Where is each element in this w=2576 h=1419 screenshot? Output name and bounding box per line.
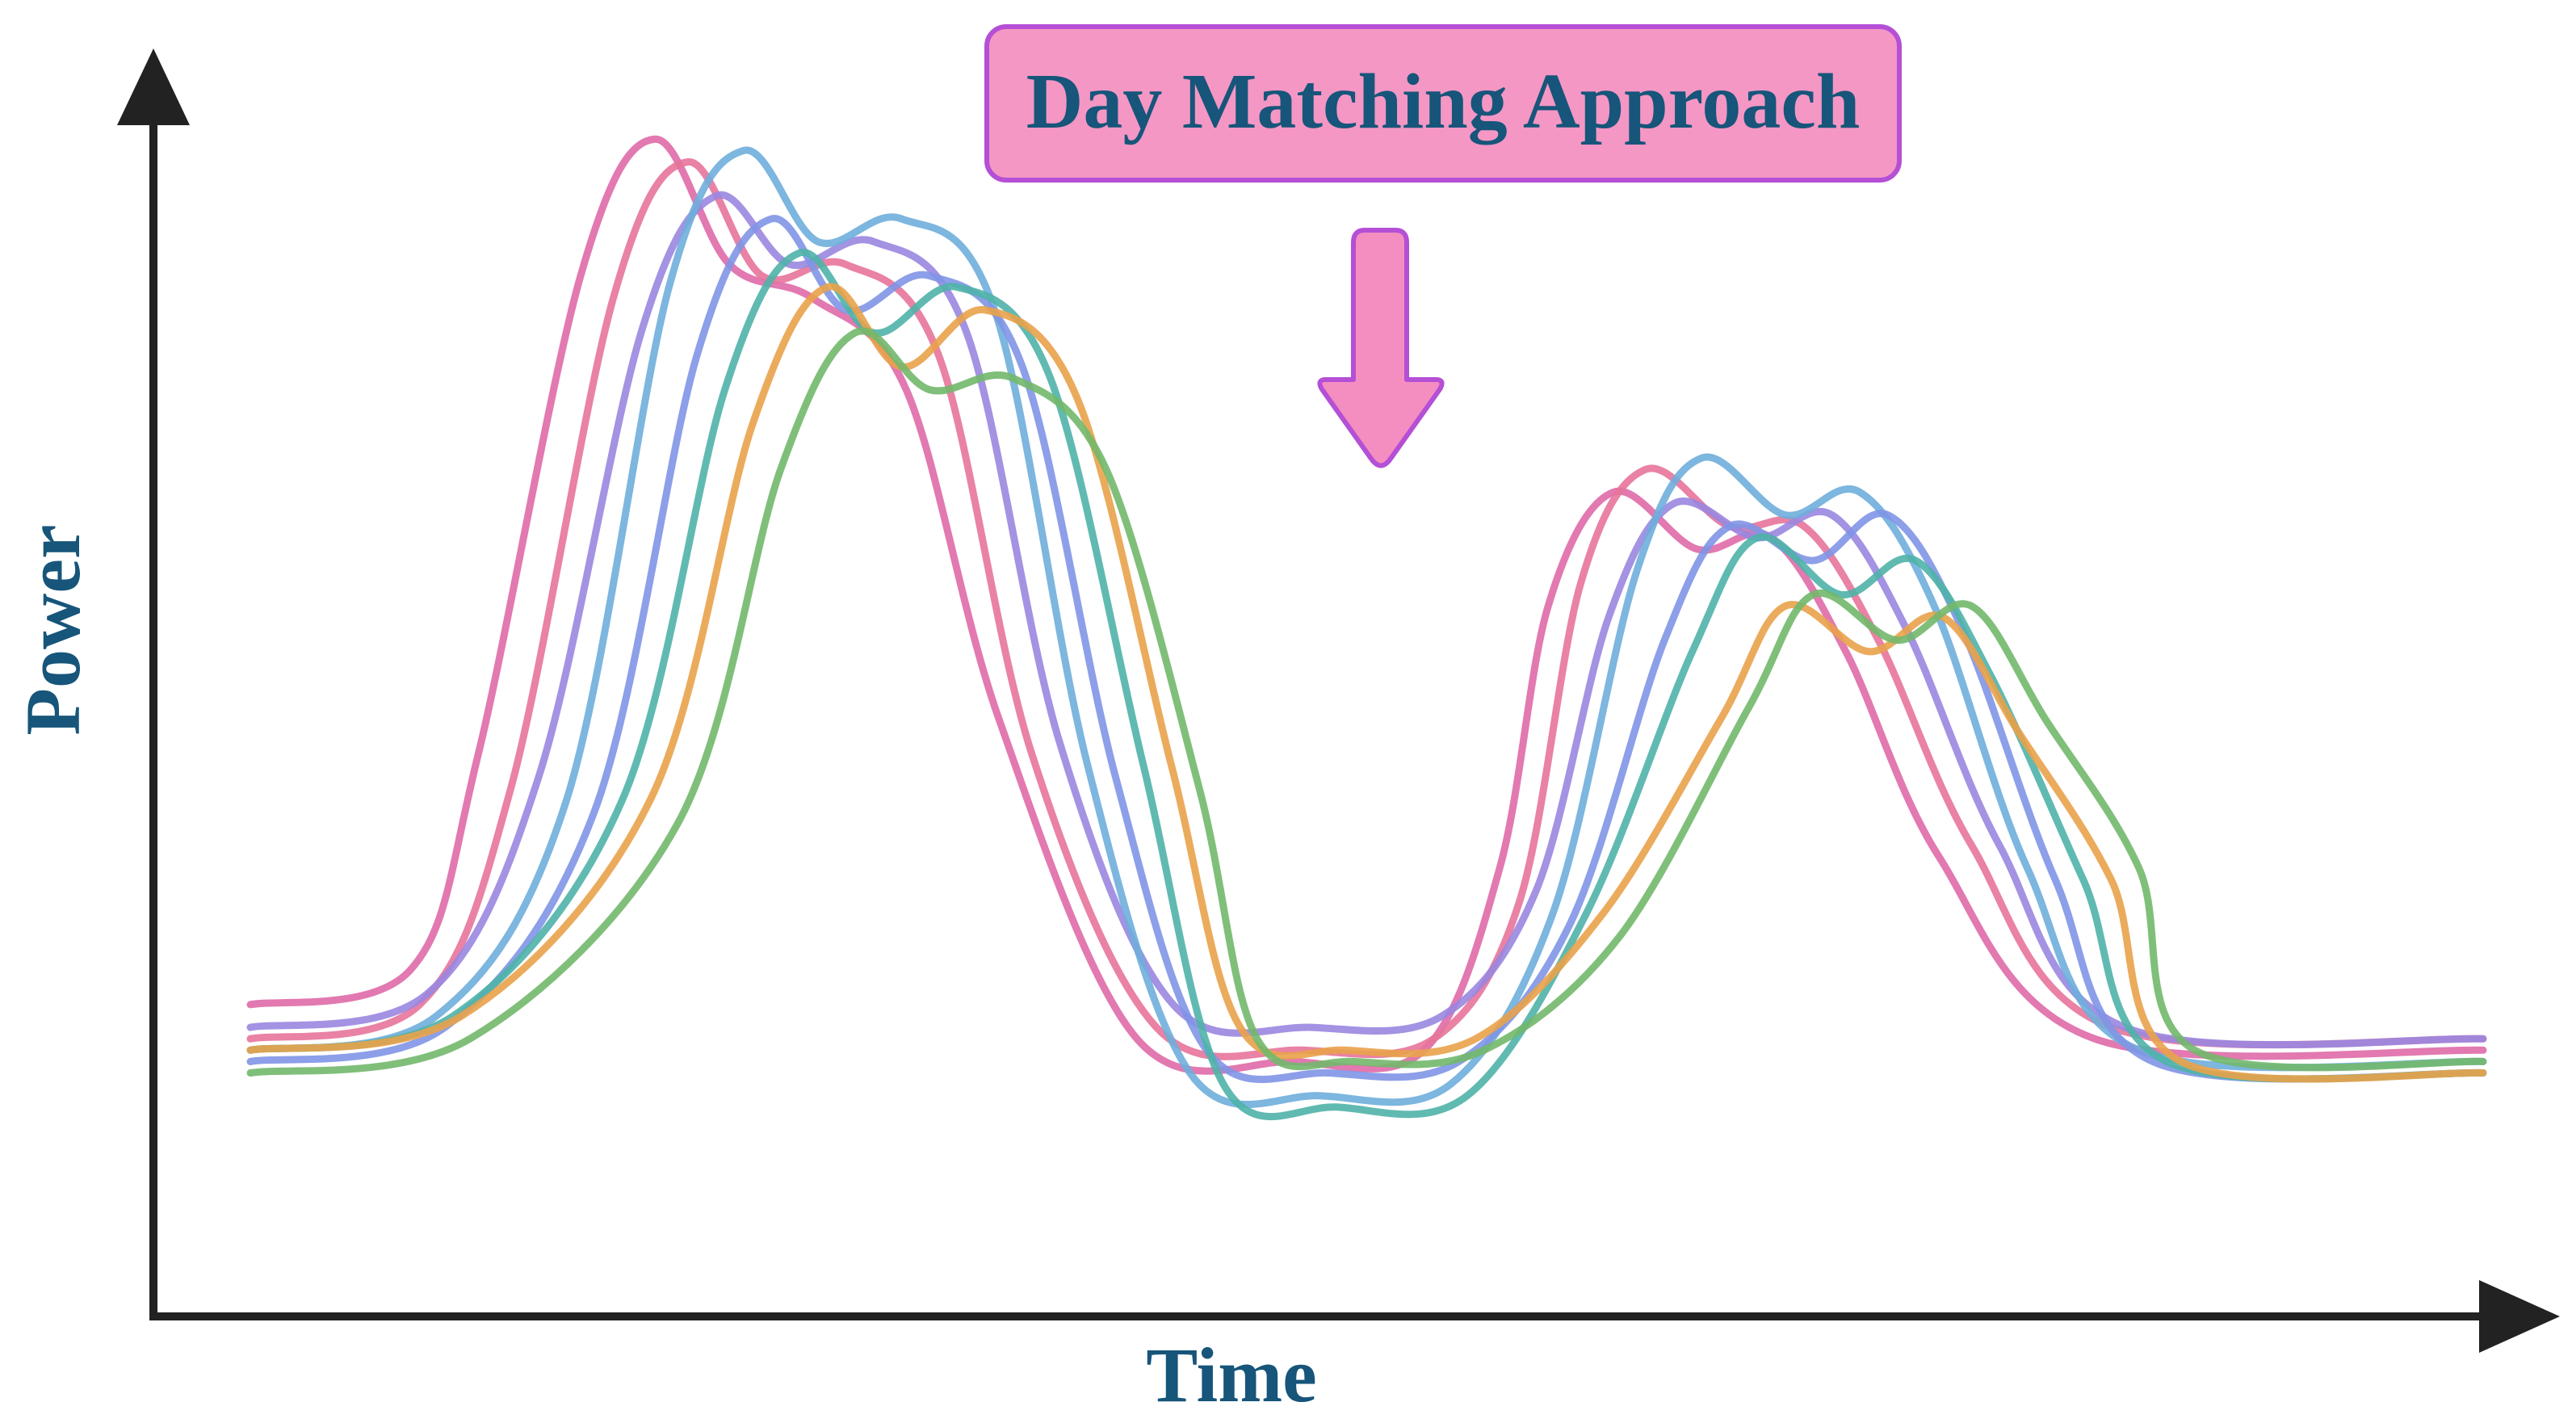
- y-axis-arrow: [117, 48, 190, 125]
- title-box: [984, 24, 1902, 183]
- load-curve-2: [246, 158, 2487, 1060]
- load-curve-6: [246, 248, 2487, 1121]
- load-curve-4: [246, 146, 2487, 1109]
- y-axis-label: Power: [10, 524, 96, 735]
- x-axis-arrow: [2479, 1280, 2560, 1353]
- x-axis-label: Time: [1146, 1332, 1317, 1418]
- load-curve-1: [246, 135, 2487, 1075]
- chart-title: Day Matching Approach: [1026, 58, 1861, 145]
- load-curve-3: [246, 191, 2487, 1049]
- load-curves: [246, 135, 2487, 1121]
- down-arrow-icon: [1317, 228, 1445, 468]
- load-curve-8: [246, 327, 2487, 1077]
